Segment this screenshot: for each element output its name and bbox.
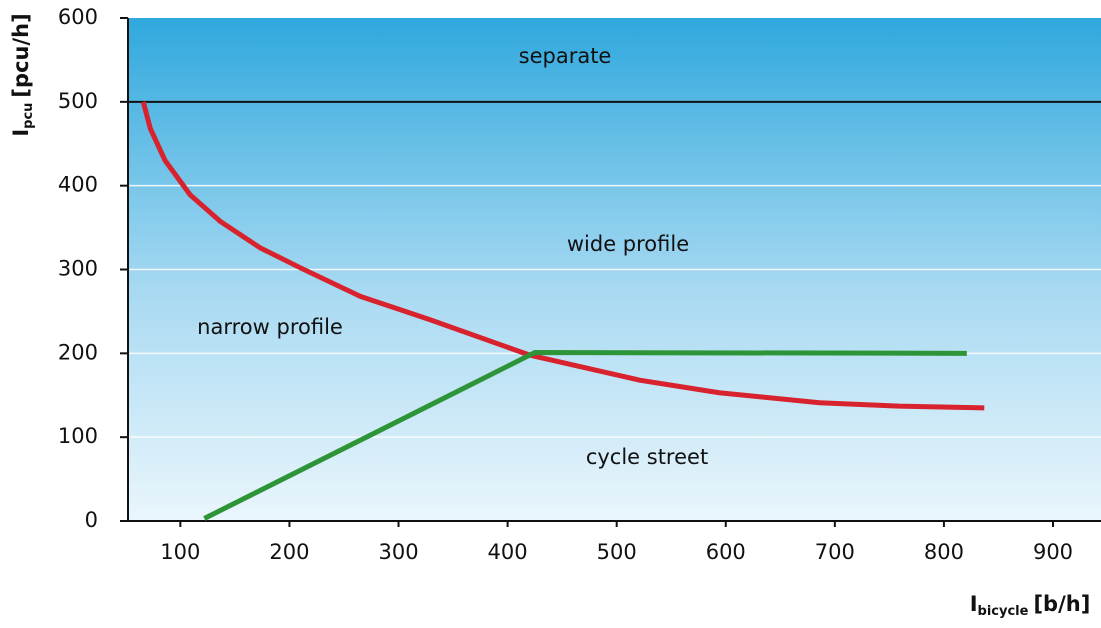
axis-label: Ipcu [pcu/h] (9, 13, 36, 136)
x-tick-label: 200 (269, 540, 309, 564)
axis-label-unit: [b/h] (1033, 592, 1090, 616)
series-line (203, 349, 967, 521)
y-tick-label: 400 (58, 173, 98, 197)
y-tick-label: 600 (58, 5, 98, 29)
axis-label-sub: pcu (21, 103, 36, 129)
y-tick-label: 300 (58, 257, 98, 281)
region-label: narrow profile (197, 315, 343, 339)
x-tick-label: 900 (1033, 540, 1073, 564)
x-tick-label: 300 (378, 540, 418, 564)
axis-label-main: I (970, 592, 978, 616)
y-tick-label: 100 (58, 424, 98, 448)
x-tick-label: 500 (597, 540, 637, 564)
x-tick-label: 100 (160, 540, 200, 564)
x-tick-label: 400 (488, 540, 528, 564)
axis-label-main: I (9, 129, 33, 137)
region-label: separate (519, 44, 612, 68)
y-tick-label: 0 (85, 508, 98, 532)
x-tick-label: 700 (815, 540, 855, 564)
region-label: wide profile (567, 232, 689, 256)
x-tick-label: 800 (924, 540, 964, 564)
y-tick-label: 200 (58, 340, 98, 364)
axis-label: Ibicycle [b/h] (970, 592, 1091, 619)
axis-label-unit: [pcu/h] (9, 13, 33, 97)
axis-label-sub: bicycle (978, 604, 1029, 619)
x-tick-label: 600 (706, 540, 746, 564)
series-line (140, 101, 985, 411)
region-label: cycle street (586, 445, 708, 469)
y-tick-label: 500 (58, 89, 98, 113)
